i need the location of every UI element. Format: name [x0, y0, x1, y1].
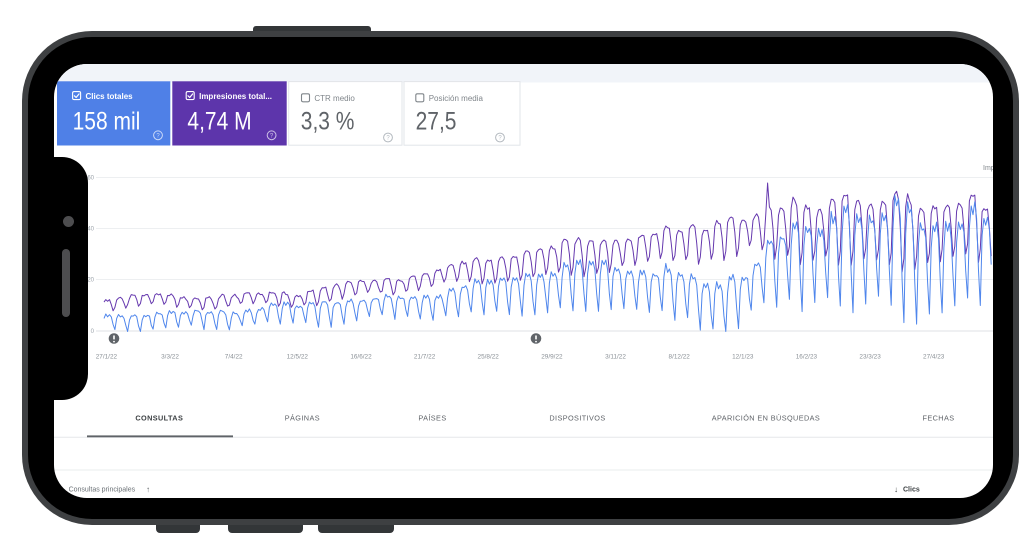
- svg-text:Posición media: Posición media: [429, 94, 484, 103]
- svg-text:?: ?: [498, 135, 502, 141]
- svg-text:3/3/22: 3/3/22: [161, 353, 179, 360]
- svg-text:29/9/22: 29/9/22: [541, 353, 563, 360]
- svg-text:21/7/22: 21/7/22: [414, 353, 436, 360]
- svg-text:Clics totales: Clics totales: [86, 91, 134, 100]
- svg-text:Impresiones: Impresiones: [983, 165, 993, 172]
- svg-text:APARICIÓN EN BÚSQUEDAS: APARICIÓN EN BÚSQUEDAS: [712, 413, 820, 422]
- svg-text:12/1/23: 12/1/23: [732, 353, 754, 360]
- svg-text:12/5/22: 12/5/22: [287, 353, 309, 360]
- svg-text:?: ?: [386, 135, 390, 141]
- svg-text:20: 20: [87, 277, 94, 283]
- svg-text:0: 0: [91, 329, 95, 335]
- svg-text:CTR medio: CTR medio: [314, 94, 355, 103]
- svg-text:Consultas principales: Consultas principales: [69, 486, 136, 493]
- svg-text:7/4/22: 7/4/22: [225, 353, 243, 360]
- svg-text:DISPOSITIVOS: DISPOSITIVOS: [549, 413, 605, 422]
- svg-text:↓: ↓: [894, 484, 898, 493]
- svg-text:27,5: 27,5: [416, 106, 457, 134]
- svg-text:23/3/23: 23/3/23: [859, 353, 881, 360]
- svg-text:?: ?: [270, 133, 274, 139]
- svg-text:40: 40: [87, 226, 94, 232]
- svg-text:27/4/23: 27/4/23: [923, 353, 945, 360]
- svg-text:8/12/22: 8/12/22: [669, 353, 691, 360]
- svg-text:27/1/22: 27/1/22: [96, 353, 118, 360]
- svg-text:↑: ↑: [146, 484, 150, 493]
- svg-text:PÁGINAS: PÁGINAS: [285, 413, 320, 422]
- svg-text:158 mil: 158 mil: [73, 106, 141, 134]
- svg-text:4,74 M: 4,74 M: [187, 106, 251, 134]
- svg-text:?: ?: [156, 133, 160, 139]
- svg-text:3,3 %: 3,3 %: [301, 106, 355, 134]
- svg-text:25/8/22: 25/8/22: [478, 353, 500, 360]
- svg-text:16/2/23: 16/2/23: [796, 353, 818, 360]
- svg-text:PAÍSES: PAÍSES: [418, 413, 446, 422]
- svg-text:FECHAS: FECHAS: [923, 413, 955, 422]
- svg-text:Clics: Clics: [903, 486, 920, 493]
- svg-text:60: 60: [87, 175, 94, 181]
- svg-text:Impresiones total...: Impresiones total...: [199, 91, 272, 100]
- svg-text:16/6/22: 16/6/22: [350, 353, 372, 360]
- svg-text:CONSULTAS: CONSULTAS: [135, 413, 183, 422]
- svg-text:3/11/22: 3/11/22: [605, 353, 626, 360]
